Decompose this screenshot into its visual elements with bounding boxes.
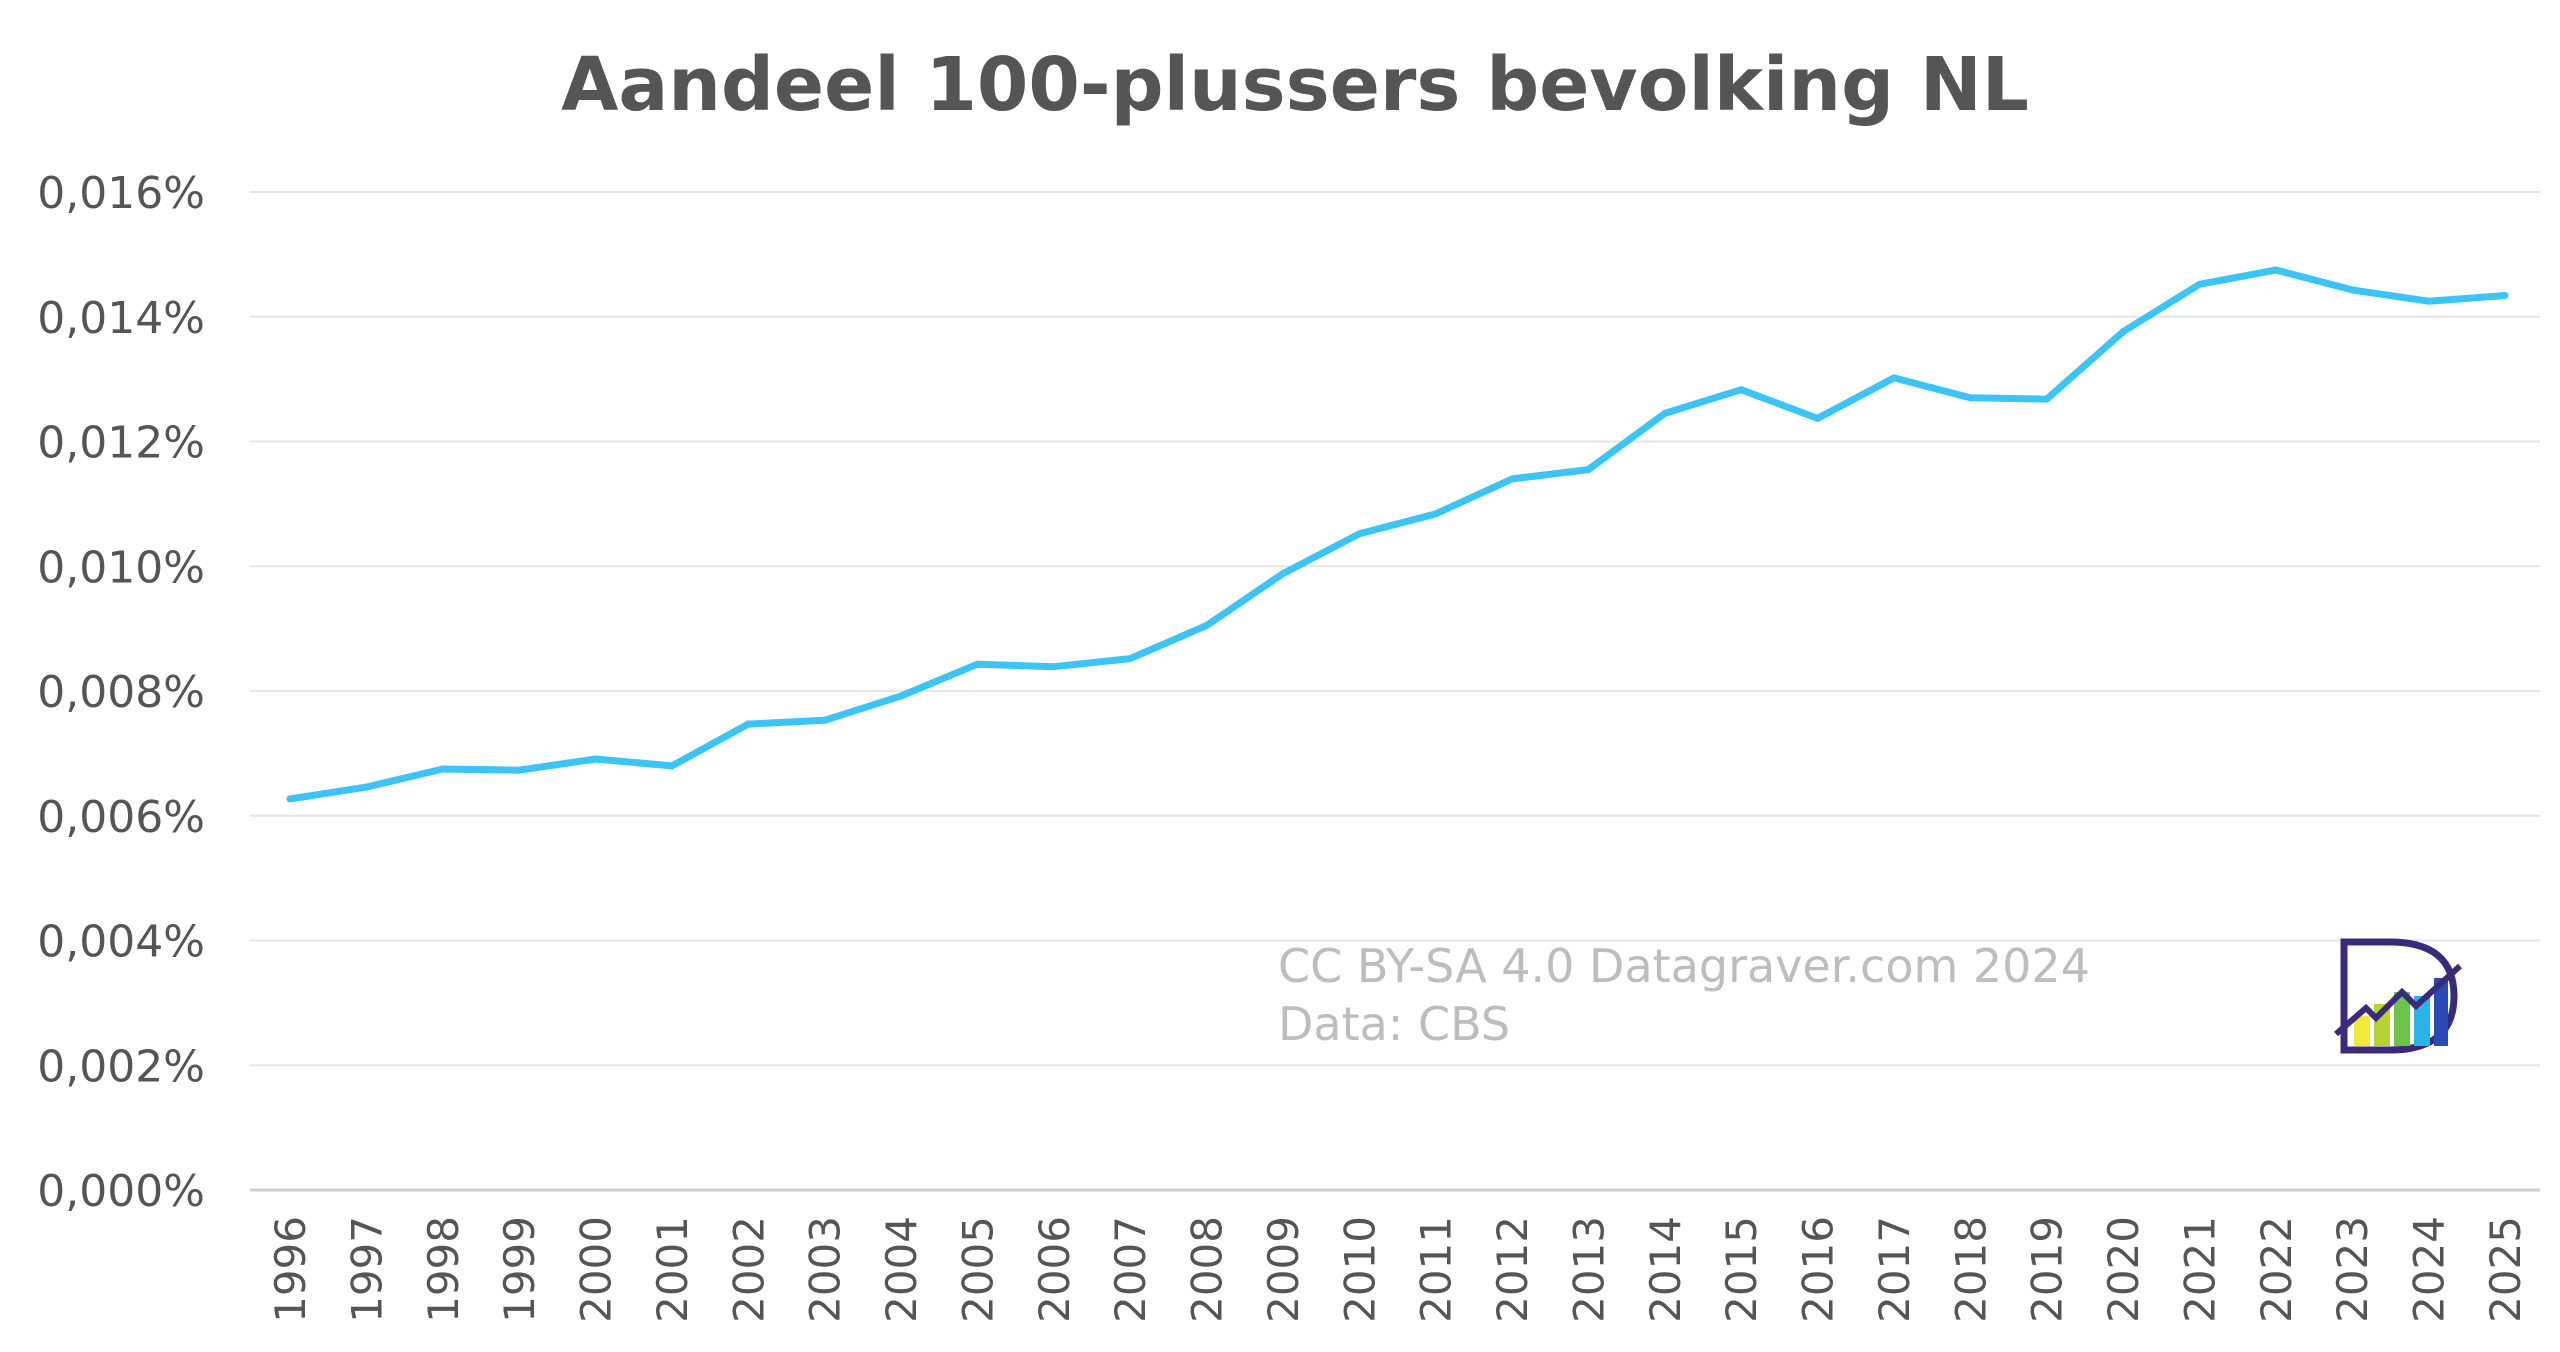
y-tick-label: 0,014% [37, 293, 205, 344]
x-tick-label: 2016 [1794, 1216, 1843, 1323]
x-tick-label: 2015 [1717, 1216, 1766, 1323]
data-point [286, 795, 294, 803]
y-tick-label: 0,006% [37, 792, 205, 843]
x-tick-label: 2022 [2252, 1216, 2301, 1323]
x-tick-label: 2004 [877, 1216, 926, 1323]
x-tick-label: 1999 [495, 1216, 544, 1323]
data-point [744, 720, 752, 728]
data-point [973, 660, 981, 668]
x-tick-label: 2012 [1488, 1216, 1537, 1323]
y-tick-label: 0,012% [37, 418, 205, 469]
gridlines [250, 191, 2540, 1192]
data-point [1279, 570, 1287, 578]
data-point [1966, 394, 1974, 402]
x-tick-label: 2024 [2405, 1216, 2454, 1323]
data-point [1203, 622, 1211, 630]
credit-annotation: CC BY-SA 4.0 Datagraver.com 2024 [1278, 939, 2090, 993]
y-axis: 0,000% 0,002% 0,004% 0,006% 0,008% 0,010% 0,01… [37, 168, 205, 1217]
data-point [515, 766, 523, 774]
data-point [2195, 280, 2203, 288]
data-point [1661, 409, 1669, 417]
x-tick-label: 2003 [801, 1216, 850, 1323]
chart-title: Aandeel 100-plussers bevolking NL [561, 42, 2029, 128]
x-axis: 1996 1997 1998 1999 2000 2001 2002 2003 2004 2005… [266, 1216, 2530, 1323]
datagraver-logo-icon [2334, 938, 2463, 1054]
data-point [439, 765, 447, 773]
x-tick-label: 2005 [953, 1216, 1002, 1323]
series-layer [286, 266, 2509, 803]
x-tick-label: 2023 [2328, 1216, 2377, 1323]
x-tick-label: 2021 [2175, 1216, 2224, 1323]
data-point [2348, 286, 2356, 294]
x-tick-label: 2008 [1183, 1216, 1232, 1323]
data-point [2501, 292, 2509, 300]
data-point [1890, 374, 1898, 382]
x-tick-label: 2009 [1259, 1216, 1308, 1323]
data-point [1508, 475, 1516, 483]
data-point [1432, 510, 1440, 518]
source-annotation: Data: CBS [1278, 997, 1510, 1051]
x-tick-label: 2017 [1870, 1216, 1919, 1323]
data-point [2425, 297, 2433, 305]
data-point [821, 716, 829, 724]
x-tick-label: 1996 [266, 1216, 315, 1323]
y-tick-label: 0,004% [37, 917, 205, 968]
data-point [1584, 466, 1592, 474]
x-tick-label: 2013 [1564, 1216, 1613, 1323]
data-point [1050, 663, 1058, 671]
data-point [362, 783, 370, 791]
x-tick-label: 2001 [648, 1216, 697, 1323]
data-point [1355, 530, 1363, 538]
data-point [1126, 655, 1134, 663]
x-tick-label: 2018 [1946, 1216, 1995, 1323]
data-point [1737, 386, 1745, 394]
data-point [668, 762, 676, 770]
y-tick-label: 0,016% [37, 168, 205, 219]
x-tick-label: 2025 [2481, 1216, 2530, 1323]
x-tick-label: 2002 [724, 1216, 773, 1323]
x-tick-label: 2000 [572, 1216, 621, 1323]
data-point [1814, 414, 1822, 422]
x-tick-label: 1998 [419, 1216, 468, 1323]
y-tick-label: 0,000% [37, 1166, 205, 1217]
x-tick-label: 2006 [1030, 1216, 1079, 1323]
y-tick-label: 0,002% [37, 1041, 205, 1092]
x-tick-label: 2011 [1412, 1216, 1461, 1323]
data-point [2043, 395, 2051, 403]
y-tick-label: 0,008% [37, 667, 205, 718]
data-point [2119, 328, 2127, 336]
y-tick-label: 0,010% [37, 542, 205, 593]
x-tick-label: 2007 [1106, 1216, 1155, 1323]
x-tick-label: 2010 [1335, 1216, 1384, 1323]
x-tick-label: 2020 [2099, 1216, 2148, 1323]
x-tick-label: 2014 [1641, 1216, 1690, 1323]
x-tick-label: 2019 [2023, 1216, 2072, 1323]
series-line [286, 266, 2509, 803]
data-point [2272, 266, 2280, 274]
data-point [897, 692, 905, 700]
x-tick-label: 1997 [342, 1216, 391, 1323]
data-point [592, 755, 600, 763]
